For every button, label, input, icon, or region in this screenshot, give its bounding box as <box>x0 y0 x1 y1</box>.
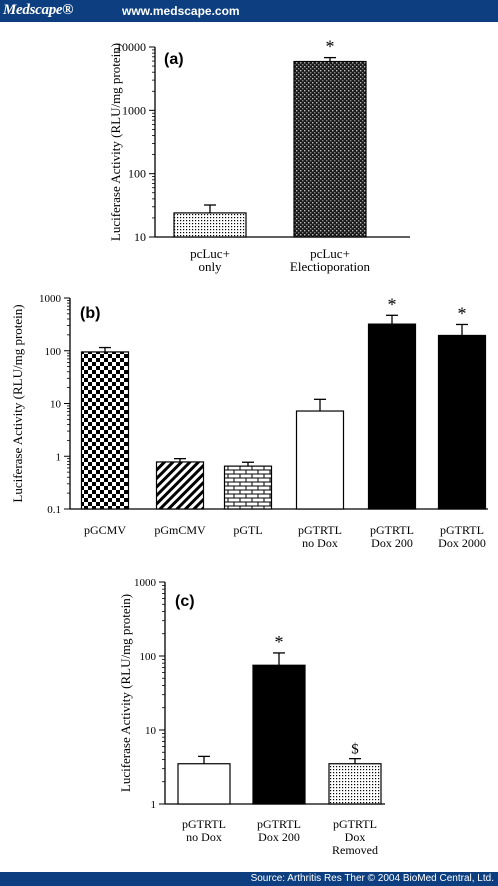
panel-label: (a) <box>164 51 184 68</box>
y-tick-label: 100 <box>45 346 62 358</box>
x-category-label: pGTRTL <box>257 817 301 831</box>
bar <box>177 763 231 805</box>
source-credit: Source: Arthritis Res Ther © 2004 BioMed… <box>250 873 494 884</box>
x-category-label: Dox 200 <box>371 536 413 550</box>
significance-marker: * <box>458 303 467 323</box>
x-category-label: pGTRTL <box>333 817 377 831</box>
footer-bar: Source: Arthritis Res Ther © 2004 BioMed… <box>0 872 498 886</box>
chart-panel-2: 0.1 1 10 100 1000 Luciferase Activity (RLU/mg… <box>10 293 488 550</box>
x-category-label: no Dox <box>302 536 338 550</box>
y-axis-title: Luciferase Activity (RLU/mg protein) <box>118 594 133 792</box>
y-tick-label: 100 <box>128 167 146 181</box>
bar <box>223 465 273 510</box>
bar <box>155 461 205 510</box>
y-tick-label: 1000 <box>134 577 157 589</box>
x-category-label: pGTRTL <box>440 523 484 537</box>
x-category-label: pGmCMV <box>154 523 206 537</box>
panel-label: (b) <box>80 305 100 322</box>
bar <box>80 351 130 510</box>
significance-marker: * <box>326 37 335 57</box>
header-bar: Medscape® www.medscape.com <box>0 0 498 22</box>
bar <box>367 323 417 510</box>
significance-marker: $ <box>351 742 359 758</box>
x-category-label: pGTRTL <box>370 523 414 537</box>
y-tick-label: 10 <box>50 399 62 411</box>
x-category-label: pGTL <box>233 523 262 537</box>
y-tick-label: 1000 <box>39 293 62 305</box>
x-category-label: only <box>198 259 222 274</box>
x-category-label: no Dox <box>186 830 222 844</box>
site-url: www.medscape.com <box>122 4 240 18</box>
x-category-label: Dox <box>345 830 366 844</box>
bar <box>252 664 306 805</box>
y-tick-label: 1 <box>56 451 62 463</box>
x-category-label: Electioporation <box>290 259 371 274</box>
y-tick-label: 1000 <box>122 103 146 117</box>
y-axis-title: Luciferase Activity (RLU/mg protein) <box>108 43 123 241</box>
bar <box>437 334 487 510</box>
y-tick-label: 10 <box>134 230 146 244</box>
panel-label: (c) <box>175 593 195 610</box>
y-tick-label: 100 <box>140 651 157 663</box>
x-category-label: pGTRTL <box>298 523 342 537</box>
y-tick-label: 10 <box>145 725 157 737</box>
bar <box>293 60 367 238</box>
bar <box>328 763 382 805</box>
significance-marker: * <box>275 632 284 652</box>
x-category-label: pGTRTL <box>182 817 226 831</box>
y-axis-title: Luciferase Activity (RLU/mg protein) <box>10 304 25 502</box>
y-tick-label: 1 <box>151 799 157 811</box>
medscape-logo: Medscape® <box>3 2 74 18</box>
x-category-label: Dox 200 <box>258 830 300 844</box>
x-category-label: Removed <box>332 843 378 857</box>
significance-marker: * <box>388 294 397 314</box>
y-tick-label: 10000 <box>116 40 146 54</box>
x-category-label: pcLuc+ <box>190 246 230 261</box>
bar <box>173 212 247 238</box>
bar <box>295 410 345 510</box>
x-category-label: pcLuc+ <box>310 246 350 261</box>
x-category-label: pGCMV <box>84 523 126 537</box>
x-category-label: Dox 2000 <box>438 536 486 550</box>
y-tick-label: 0.1 <box>47 504 61 516</box>
